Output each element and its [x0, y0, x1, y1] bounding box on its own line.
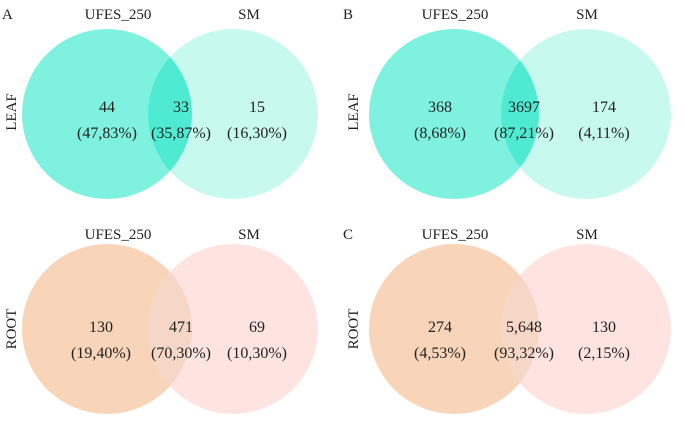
overlap-count: 3697	[508, 99, 540, 116]
overlap-percent: (93,32%)	[494, 345, 554, 362]
set-title-sm: SM	[576, 227, 598, 243]
row-label-leaf: LEAF	[4, 93, 20, 131]
right-count: 174	[592, 99, 616, 116]
circle-sm	[148, 244, 318, 414]
venn-panel-b-leaf: B UFES_250 SM LEAF 368 (8,68%) 3697 (87,…	[343, 7, 671, 199]
left-count: 44	[99, 99, 115, 116]
circle-sm	[501, 29, 671, 199]
panel-letter-c: C	[343, 227, 353, 243]
circle-ufes	[369, 29, 539, 199]
overlap-percent: (35,87%)	[151, 125, 211, 142]
set-title-ufes: UFES_250	[422, 7, 489, 23]
right-percent: (10,30%)	[227, 345, 287, 362]
circle-ufes	[369, 244, 539, 414]
overlap-count: 471	[169, 319, 193, 336]
circle-ufes	[22, 29, 192, 199]
set-title-ufes: UFES_250	[85, 227, 152, 243]
circle-ufes	[22, 244, 192, 414]
left-count: 274	[428, 319, 452, 336]
left-count: 130	[89, 319, 113, 336]
circle-sm	[501, 244, 671, 414]
panel-letter-b: B	[343, 7, 353, 23]
left-count: 368	[428, 99, 452, 116]
panel-letter-a: A	[2, 7, 13, 23]
set-title-sm: SM	[576, 7, 598, 23]
overlap-percent: (87,21%)	[494, 125, 554, 142]
row-label-root: ROOT	[4, 309, 20, 350]
overlap-percent: (70,30%)	[151, 345, 211, 362]
left-percent: (47,83%)	[77, 125, 137, 142]
set-title-ufes: UFES_250	[422, 227, 489, 243]
right-percent: (16,30%)	[227, 125, 287, 142]
overlap-count: 5,648	[506, 319, 542, 336]
right-count: 130	[592, 319, 616, 336]
left-percent: (8,68%)	[414, 125, 466, 142]
right-percent: (4,11%)	[578, 125, 629, 142]
venn-panel-a-root: UFES_250 SM ROOT 130 (19,40%) 471 (70,30…	[4, 227, 318, 414]
venn-panel-c-root: C UFES_250 SM ROOT 274 (4,53%) 5,648 (93…	[343, 227, 671, 414]
set-title-sm: SM	[238, 7, 260, 23]
set-title-ufes: UFES_250	[85, 7, 152, 23]
circle-sm	[148, 29, 318, 199]
set-title-sm: SM	[238, 227, 260, 243]
row-label-leaf: LEAF	[346, 93, 362, 131]
right-percent: (2,15%)	[578, 345, 630, 362]
right-count: 69	[249, 319, 265, 336]
overlap-count: 33	[173, 99, 189, 116]
left-percent: (19,40%)	[71, 345, 131, 362]
right-count: 15	[249, 99, 265, 116]
left-percent: (4,53%)	[414, 345, 466, 362]
venn-panel-a-leaf: A UFES_250 SM LEAF 44 (47,83%) 33 (35,87…	[2, 7, 318, 199]
row-label-root: ROOT	[346, 309, 362, 350]
